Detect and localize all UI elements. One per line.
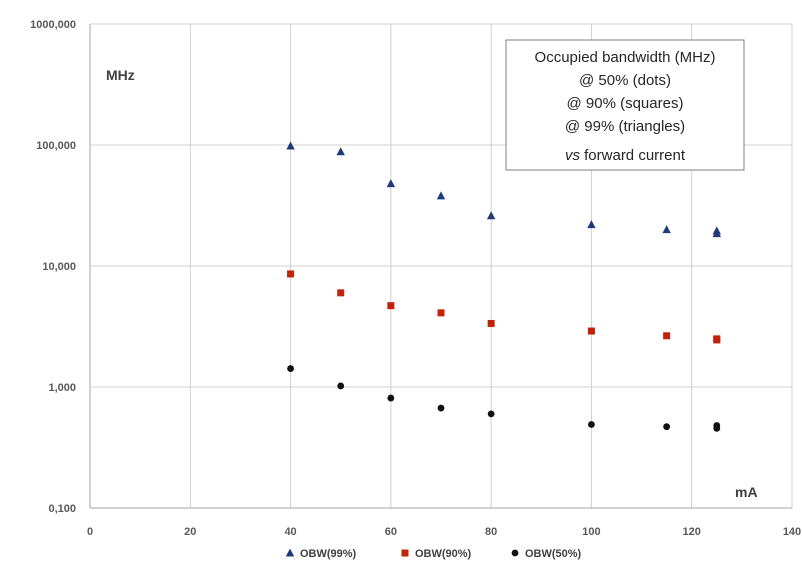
x-tick-label: 140	[783, 526, 801, 538]
data-points	[286, 141, 721, 432]
legend-marker-square	[401, 549, 409, 557]
x-tick-label: 60	[385, 526, 397, 538]
data-point-triangle	[386, 179, 396, 188]
annotation-line-2: @ 50% (dots)	[579, 72, 671, 89]
annotation-box: Occupied bandwidth (MHz) @ 50% (dots) @ …	[505, 39, 745, 171]
data-point-square	[337, 289, 345, 297]
x-tick-label: 100	[582, 526, 600, 538]
annotation-italic-vs: vs	[565, 147, 581, 164]
x-tick-label: 40	[284, 526, 296, 538]
legend-marker-triangle	[285, 548, 295, 557]
data-point-square	[437, 309, 445, 317]
data-point-circle	[337, 382, 345, 390]
data-point-triangle	[486, 211, 496, 220]
annotation-line-5: vs forward current	[565, 147, 686, 164]
data-point-square	[487, 319, 495, 327]
x-tick-label: 120	[683, 526, 701, 538]
data-point-circle	[487, 410, 495, 418]
data-point-square	[587, 327, 595, 335]
x-tick-labels: 0 20 40 60 80 100 120 140	[87, 526, 801, 538]
data-point-triangle	[286, 141, 295, 150]
annotation-line-1: Occupied bandwidth (MHz)	[535, 49, 716, 66]
data-point-circle	[663, 423, 671, 431]
legend: OBW(99%) OBW(90%) OBW(50%)	[285, 548, 582, 560]
data-point-square	[287, 270, 295, 278]
y-tick-label: 0,100	[48, 503, 76, 515]
legend-label: OBW(50%)	[525, 548, 582, 560]
y-tick-label: 1000,000	[30, 19, 76, 31]
y-axis-unit-label: MHz	[106, 67, 135, 83]
annotation-line-3: @ 90% (squares)	[567, 95, 684, 112]
legend-label: OBW(99%)	[300, 548, 357, 560]
annotation-line-4: @ 99% (triangles)	[565, 118, 685, 135]
x-tick-label: 80	[485, 526, 497, 538]
y-tick-label: 100,000	[36, 140, 76, 152]
data-point-square	[713, 336, 721, 344]
data-point-triangle	[336, 147, 345, 156]
data-point-circle	[437, 404, 445, 412]
data-point-square	[663, 332, 671, 340]
y-tick-label: 1,000	[48, 382, 76, 394]
data-point-triangle	[436, 191, 446, 200]
data-point-circle	[287, 365, 294, 372]
data-point-circle	[713, 424, 721, 432]
annotation-rest: forward current	[580, 147, 686, 164]
data-point-circle	[588, 421, 595, 428]
grid	[89, 23, 793, 509]
data-point-triangle	[712, 229, 721, 238]
data-point-square	[387, 302, 395, 310]
legend-marker-circle	[511, 549, 519, 557]
x-axis-unit-label: mA	[735, 484, 758, 500]
y-tick-label: 10,000	[42, 261, 76, 273]
y-tick-labels: 0,100 1,000 10,000 100,000 1000,000	[30, 19, 76, 515]
data-point-circle	[387, 394, 395, 402]
x-tick-label: 0	[87, 526, 93, 538]
data-point-triangle	[587, 220, 596, 229]
x-tick-label: 20	[184, 526, 196, 538]
data-point-triangle	[662, 225, 671, 234]
legend-label: OBW(90%)	[415, 548, 472, 560]
